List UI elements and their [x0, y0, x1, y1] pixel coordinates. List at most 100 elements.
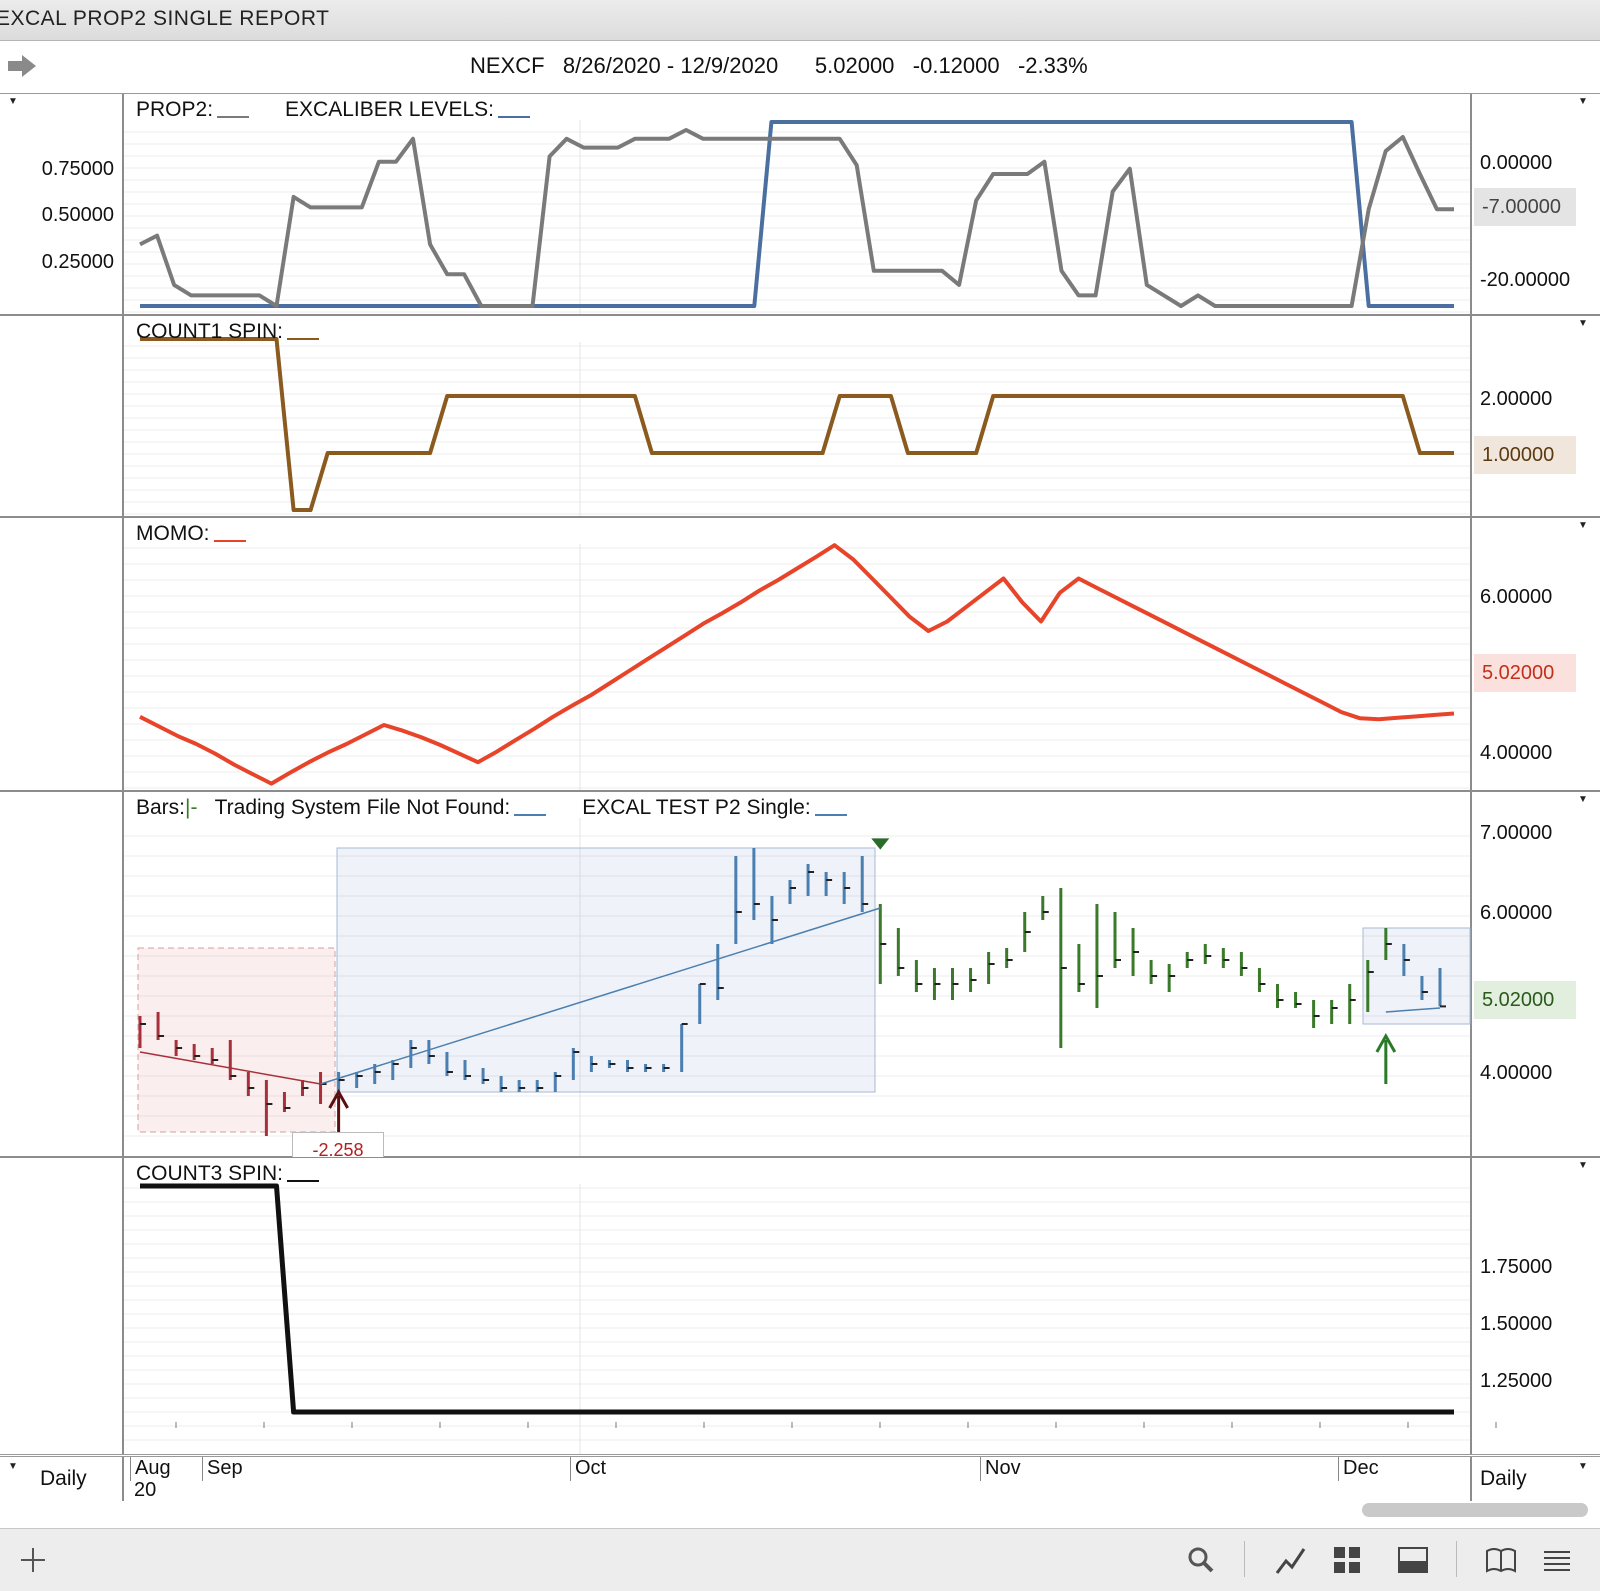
- bars-legend-glyph: |-: [185, 796, 198, 819]
- long-regime-box: [336, 847, 876, 1093]
- momo-plot-area[interactable]: [122, 518, 1472, 790]
- symbol-summary: NEXCF 8/26/2020 - 12/9/2020 5.02000 -0.1…: [470, 53, 1088, 79]
- count1-right-tick: 2.00000: [1480, 388, 1553, 410]
- last-price: 5.02000: [814, 53, 895, 78]
- grid-icon[interactable]: [1330, 1543, 1364, 1577]
- bars-right-tick: 7.00000: [1480, 822, 1553, 844]
- prop2-pane[interactable]: ▼ ▼ PROP2: EXCALIBER LEVELS: 0.75000 0.50…: [0, 94, 1600, 316]
- bars-value-tag: 5.02000: [1474, 981, 1576, 1019]
- price-change: -0.12000: [912, 53, 1000, 78]
- plus-icon[interactable]: [16, 1543, 50, 1577]
- prop2-left-tick: 0.50000: [41, 204, 114, 226]
- prop2-value-tag: -7.00000: [1474, 188, 1576, 226]
- momo-legend-label: MOMO:: [136, 522, 210, 545]
- count1-legend: COUNT1 SPIN:: [136, 320, 355, 344]
- exit-signal-marker-icon: [871, 838, 890, 850]
- momo-pane[interactable]: ▼ MOMO: 6.00000 4.00000 5.02000: [0, 518, 1600, 792]
- excal-test-swatch: [814, 814, 847, 816]
- pane-menu-right-icon[interactable]: ▼: [1578, 96, 1588, 107]
- prop2-chart: [124, 120, 1470, 314]
- bars-plot-area[interactable]: [122, 792, 1472, 1156]
- period-menu-left-icon[interactable]: ▼: [8, 1461, 18, 1472]
- period-right-label[interactable]: Daily: [1480, 1467, 1527, 1490]
- short-trend-line: [139, 1051, 321, 1085]
- long-trend-line: [1385, 1007, 1441, 1013]
- prop2-swatch: [217, 116, 250, 118]
- pane-menu-right-icon[interactable]: ▼: [1578, 318, 1588, 329]
- count3-right-tick: 1.25000: [1480, 1370, 1553, 1392]
- month-label: Dec: [1338, 1457, 1379, 1481]
- count1-swatch: [287, 338, 320, 340]
- sell-signal-arrow-icon: [328, 1088, 349, 1132]
- momo-value-tag: 5.02000: [1474, 654, 1576, 692]
- window-titlebar: EXCAL PROP2 SINGLE REPORT: [0, 0, 1600, 41]
- count1-legend-label: COUNT1 SPIN:: [136, 320, 284, 343]
- line-chart-icon[interactable]: [1274, 1543, 1308, 1577]
- excaliber-levels-line: [140, 120, 1454, 308]
- count1-value-tag: 1.00000: [1474, 436, 1576, 474]
- search-icon[interactable]: [1184, 1543, 1218, 1577]
- time-axis-plot: Aug 20 Sep Oct Nov Dec: [122, 1457, 1472, 1501]
- period-left-label[interactable]: Daily: [40, 1467, 87, 1490]
- bottom-toolbar: [0, 1528, 1600, 1591]
- short-regime-box: [137, 947, 336, 1133]
- forward-arrow-icon[interactable]: [6, 53, 38, 79]
- month-label: Aug: [130, 1457, 171, 1481]
- pane-menu-right-icon[interactable]: ▼: [1578, 794, 1588, 805]
- prop2-left-tick: 0.25000: [41, 251, 114, 273]
- count3-legend-label: COUNT3 SPIN:: [136, 1162, 284, 1185]
- count1-plot-area[interactable]: [122, 316, 1472, 516]
- count1-line: [140, 337, 1454, 512]
- long-trend-line: [320, 907, 881, 1085]
- long-regime-box: [1362, 927, 1471, 1025]
- count3-pane[interactable]: ▼ COUNT3 SPIN: 1.75000 1.50000 1.25000: [0, 1158, 1600, 1455]
- prop2-line: [139, 128, 1454, 308]
- momo-swatch: [213, 540, 246, 542]
- month-label: Nov: [980, 1457, 1021, 1481]
- momo-right-tick: 6.00000: [1480, 586, 1553, 608]
- count3-legend: COUNT3 SPIN:: [136, 1162, 355, 1186]
- buy-signal-arrow-icon: [1375, 1032, 1397, 1084]
- pane-menu-right-icon[interactable]: ▼: [1578, 1160, 1588, 1171]
- toolbar-divider: [1456, 1541, 1457, 1577]
- pane-menu-right-icon[interactable]: ▼: [1578, 520, 1588, 531]
- bars-right-tick: 6.00000: [1480, 902, 1553, 924]
- count1-pane[interactable]: ▼ COUNT1 SPIN: 2.00000 1.00000: [0, 316, 1600, 518]
- price-change-pct: -2.33%: [1017, 53, 1088, 78]
- symbol-name: NEXCF: [470, 53, 545, 78]
- bars-pane[interactable]: ▼ Bars:|- Trading System File Not Found:…: [0, 792, 1600, 1158]
- period-menu-right-icon[interactable]: ▼: [1578, 1461, 1588, 1472]
- prop2-legend-label: PROP2:: [136, 98, 214, 121]
- time-axis: ▼ Daily Aug 20 Sep Oct Nov Dec Daily ▼: [0, 1456, 1600, 1501]
- date-range: 8/26/2020 - 12/9/2020: [562, 53, 779, 78]
- prop2-right-tick: -20.00000: [1480, 269, 1571, 291]
- prop2-plot-area[interactable]: [122, 94, 1472, 314]
- book-icon[interactable]: [1484, 1543, 1518, 1577]
- count3-swatch: [287, 1180, 320, 1182]
- window-title: EXCAL PROP2 SINGLE REPORT: [0, 7, 330, 30]
- count3-right-tick: 1.75000: [1480, 1256, 1553, 1278]
- prop2-right-tick: 0.00000: [1480, 152, 1553, 174]
- horizontal-scrollbar[interactable]: [1362, 1503, 1588, 1517]
- year-label: 20: [134, 1479, 157, 1501]
- pane-menu-left-icon[interactable]: ▼: [8, 96, 18, 107]
- count3-right-tick: 1.50000: [1480, 1313, 1553, 1335]
- trading-system-legend-label: Trading System File Not Found:: [214, 796, 511, 819]
- menu-icon[interactable]: [1540, 1543, 1574, 1577]
- momo-legend: MOMO:: [136, 522, 282, 546]
- excaliber-swatch: [497, 116, 530, 118]
- month-label: Sep: [202, 1457, 243, 1481]
- excal-test-legend-label: EXCAL TEST P2 Single:: [582, 796, 811, 819]
- trading-system-swatch: [514, 814, 547, 816]
- prop2-left-tick: 0.75000: [41, 158, 114, 180]
- count3-chart: [124, 1183, 1497, 1454]
- count3-line: [140, 1183, 1454, 1415]
- momo-right-tick: 4.00000: [1480, 742, 1553, 764]
- panel-icon[interactable]: [1396, 1543, 1430, 1577]
- count1-chart: [124, 337, 1470, 516]
- count3-plot-area[interactable]: [122, 1158, 1472, 1454]
- bars-legend-label: Bars:: [136, 796, 186, 819]
- prop2-legend: PROP2: EXCALIBER LEVELS:: [136, 98, 566, 122]
- toolbar-divider: [1244, 1541, 1245, 1577]
- momo-line: [139, 543, 1455, 786]
